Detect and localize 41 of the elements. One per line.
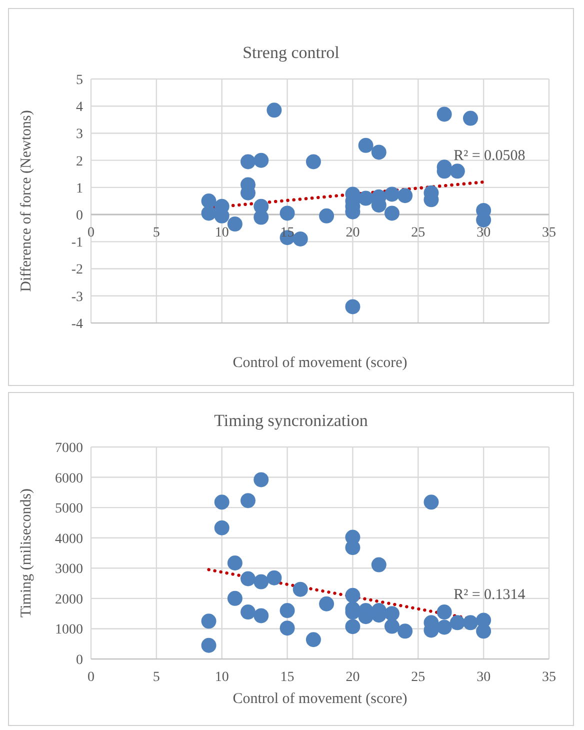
annotation: R² = 0.1314 <box>454 587 526 604</box>
y-tick-label: 1000 <box>55 622 83 638</box>
y-tick-label: -2 <box>71 262 83 278</box>
x-tick-label: 10 <box>214 226 229 241</box>
x-axis-title: Control of movement (score) <box>232 691 408 707</box>
x-tick-label: 25 <box>411 226 426 241</box>
x-tick-label: 25 <box>411 670 426 685</box>
y-tick-label: 5000 <box>55 502 83 517</box>
x-tick-label: 0 <box>88 226 94 241</box>
x-tick-label: 0 <box>88 670 94 685</box>
y-tick-label: 3000 <box>55 562 83 578</box>
y-tick-label: 2 <box>76 154 83 170</box>
x-tick-label: 5 <box>152 226 160 241</box>
x-tick-label: 5 <box>152 670 160 685</box>
y-tick-label: 5 <box>76 72 83 88</box>
y-tick-label: 7000 <box>55 440 83 456</box>
y-tick-label: 2000 <box>55 592 83 608</box>
y-tick-label: -4 <box>71 316 83 332</box>
y-tick-label: -1 <box>71 236 83 251</box>
x-tick-label: 20 <box>346 226 360 241</box>
x-tick-label: 15 <box>280 670 294 685</box>
y-tick-label: 3 <box>76 127 83 142</box>
x-axis-title: Control of movement (score) <box>232 355 408 371</box>
y-tick-label: 0 <box>76 208 83 224</box>
x-tick-label: 20 <box>346 670 360 685</box>
y-axis-title: Difference of force (Newtons) <box>18 110 34 292</box>
chart-title: Timing syncronization <box>213 411 369 431</box>
y-tick-label: 4 <box>76 100 83 116</box>
annotation: R² = 0.0508 <box>454 148 526 164</box>
x-tick-label: 35 <box>542 670 556 685</box>
x-tick-label: 30 <box>476 226 491 241</box>
x-tick-label: 35 <box>542 226 556 241</box>
y-tick-label: 0 <box>76 652 83 668</box>
x-tick-label: 10 <box>214 670 229 685</box>
chart-title: Streng control <box>242 43 340 63</box>
y-tick-label: -3 <box>71 290 83 305</box>
y-tick-label: 4000 <box>55 532 83 547</box>
x-tick-label: 30 <box>476 670 491 685</box>
y-tick-label: 6000 <box>55 471 83 486</box>
y-tick-label: 1 <box>76 181 83 196</box>
y-axis-title: Timing (miliseconds) <box>18 488 34 618</box>
